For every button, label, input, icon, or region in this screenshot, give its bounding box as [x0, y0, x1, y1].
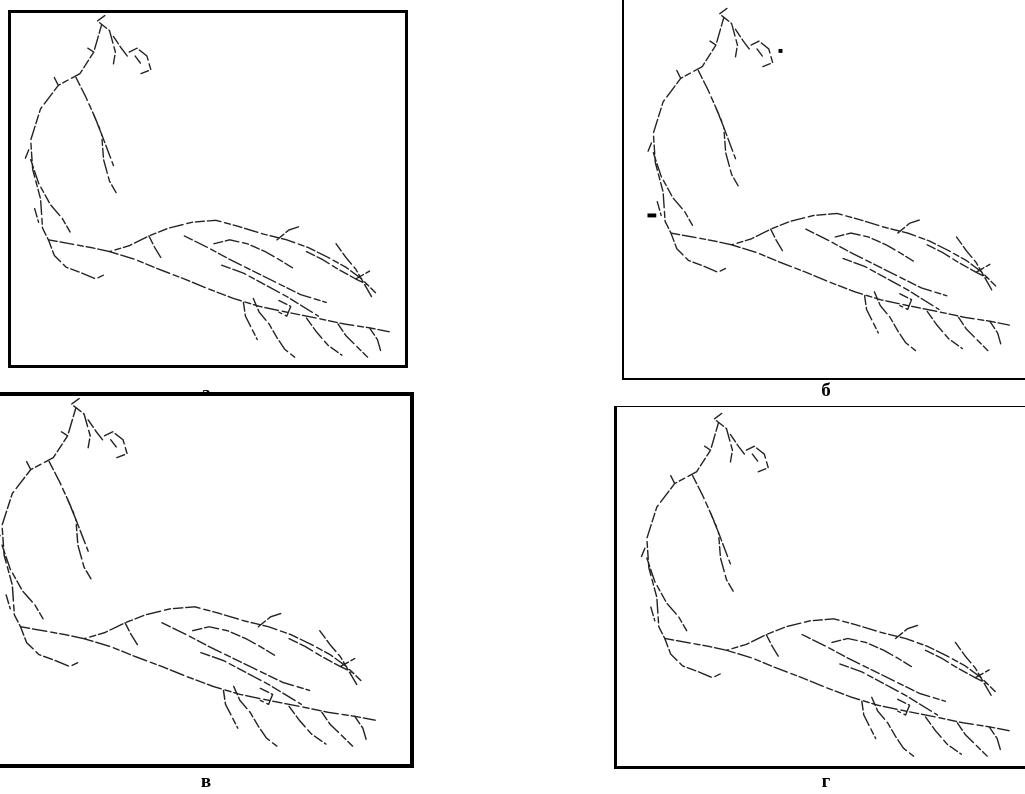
caption-d: г	[821, 771, 831, 792]
vessel-tracing-b	[646, 7, 1011, 352]
marker	[778, 48, 783, 53]
panel-a	[8, 10, 408, 368]
caption-c: в	[200, 771, 212, 792]
panel-c	[0, 392, 414, 768]
marker	[647, 213, 657, 218]
vessel-tracing-a	[24, 14, 390, 358]
vessel-tracing-c	[0, 397, 376, 747]
panel-d	[614, 406, 1025, 769]
vessel-tracing-d	[640, 412, 1010, 757]
panel-b	[622, 0, 1025, 380]
caption-b: б	[821, 380, 831, 401]
